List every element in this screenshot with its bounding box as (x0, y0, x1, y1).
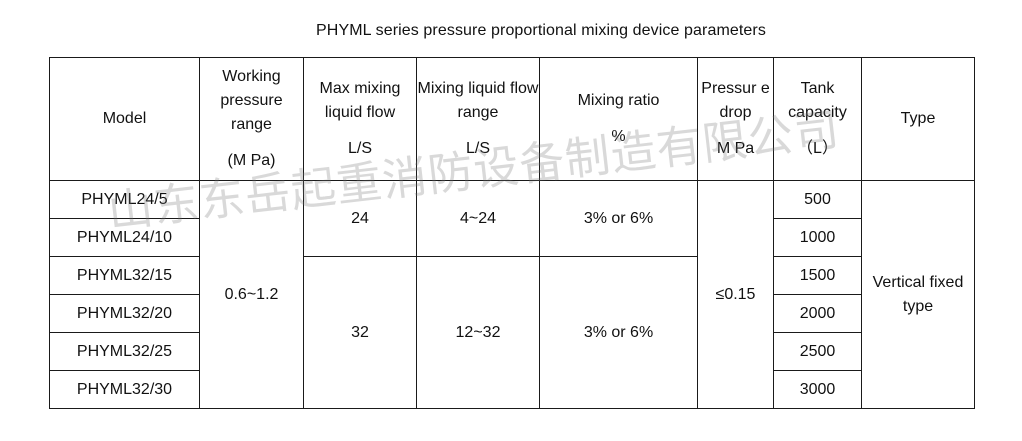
model-cell: PHYML24/5 (49, 180, 200, 219)
header-working-pressure: Working pressure range (M Pa) (199, 57, 304, 181)
flow-range-cell: 12~32 (416, 256, 540, 409)
tank-capacity-cell: 3000 (773, 370, 862, 409)
model-cell: PHYML32/25 (49, 332, 200, 371)
pressure-drop-cell: ≤0.15 (697, 180, 774, 409)
mixing-ratio-cell: 3% or 6% (539, 256, 698, 409)
header-tank-capacity-label: Tank capacity (788, 80, 847, 121)
header-mixing-ratio: Mixing ratio % (539, 57, 698, 181)
header-model: Model (49, 57, 200, 181)
max-flow-cell: 32 (303, 256, 417, 409)
flow-range-cell: 4~24 (416, 180, 540, 257)
header-working-pressure-unit: (M Pa) (227, 152, 276, 169)
table-row: PHYML24/5 0.6~1.2 24 4~24 3% or 6% ≤0.15… (49, 180, 975, 409)
header-flow-range: Mixing liquid flow range L/S (416, 57, 540, 181)
table-row: PHYML32/30 3000 (49, 370, 975, 409)
model-cell: PHYML32/30 (49, 370, 200, 409)
header-flow-range-unit: L/S (465, 140, 490, 157)
header-max-flow-label: Max mixing liquid flow (319, 80, 401, 121)
header-max-flow-unit: L/S (347, 140, 372, 157)
working-pressure-cell: 0.6~1.2 (199, 180, 304, 409)
header-max-flow: Max mixing liquid flow L/S (303, 57, 417, 181)
header-mixing-ratio-label: Mixing ratio (577, 92, 660, 109)
header-flow-range-label: Mixing liquid flow range (417, 80, 539, 121)
parameters-table: Model Working pressure range (M Pa) Max … (49, 57, 975, 409)
tank-capacity-cell: 2500 (773, 332, 862, 371)
tank-capacity-cell: 1000 (773, 218, 862, 257)
table-row: PHYML32/20 2000 (49, 294, 975, 333)
table-row: PHYML24/10 1000 (49, 218, 975, 257)
tank-capacity-cell: 500 (773, 180, 862, 219)
mixing-ratio-cell: 3% or 6% (539, 180, 698, 257)
model-cell: PHYML32/15 (49, 256, 200, 295)
model-cell: PHYML24/10 (49, 218, 200, 257)
header-pressure-drop: Pressur e drop M Pa (697, 57, 774, 181)
header-working-pressure-label: Working pressure range (220, 68, 283, 133)
header-mixing-ratio-unit: % (611, 128, 626, 145)
tank-capacity-cell: 1500 (773, 256, 862, 295)
model-cell: PHYML32/20 (49, 294, 200, 333)
table-title: PHYML series pressure proportional mixin… (316, 22, 766, 39)
tank-capacity-cell: 2000 (773, 294, 862, 333)
header-type: Type (861, 57, 975, 181)
type-cell: Vertical fixed type (861, 180, 975, 409)
table-row: PHYML32/15 32 12~32 3% or 6% 1500 (49, 256, 975, 409)
header-row: Model Working pressure range (M Pa) Max … (49, 57, 975, 181)
header-pressure-drop-label: Pressur e drop (701, 80, 770, 121)
header-pressure-drop-unit: M Pa (716, 140, 755, 157)
max-flow-cell: 24 (303, 180, 417, 257)
table-row: PHYML32/25 2500 (49, 332, 975, 371)
header-tank-capacity: Tank capacity （L） (773, 57, 862, 181)
header-tank-capacity-unit: （L） (797, 140, 838, 157)
